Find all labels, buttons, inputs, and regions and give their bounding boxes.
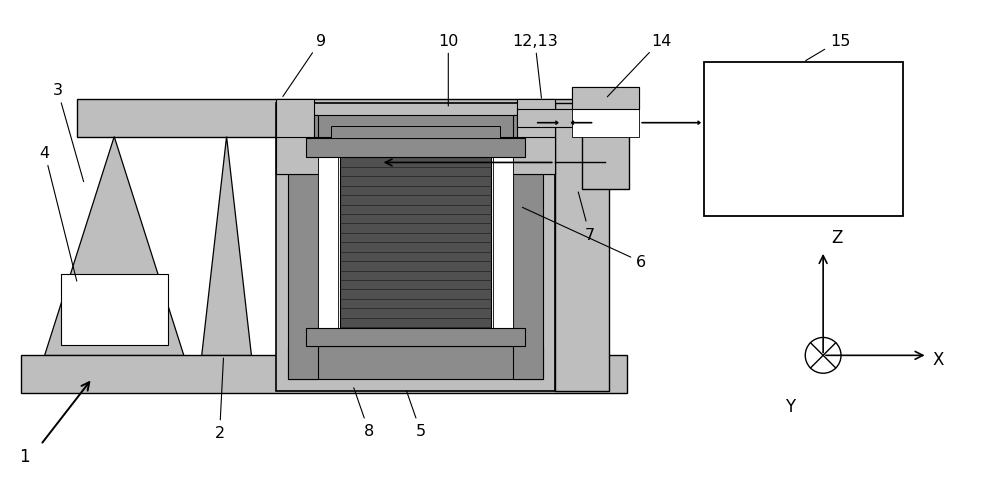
- FancyBboxPatch shape: [340, 153, 491, 342]
- Text: 1: 1: [19, 447, 30, 465]
- FancyBboxPatch shape: [306, 138, 525, 158]
- FancyBboxPatch shape: [318, 148, 338, 347]
- Text: 9: 9: [283, 33, 326, 97]
- Text: 4: 4: [40, 146, 77, 282]
- Text: 8: 8: [354, 388, 374, 439]
- FancyBboxPatch shape: [288, 347, 543, 379]
- FancyBboxPatch shape: [288, 116, 318, 379]
- Text: 7: 7: [578, 193, 595, 242]
- FancyBboxPatch shape: [555, 104, 609, 392]
- FancyBboxPatch shape: [276, 100, 314, 175]
- Text: X: X: [933, 350, 944, 368]
- Text: Z: Z: [831, 228, 842, 246]
- FancyBboxPatch shape: [572, 88, 639, 109]
- Text: 14: 14: [607, 33, 671, 98]
- Text: 15: 15: [806, 33, 850, 61]
- Text: 3: 3: [53, 83, 84, 182]
- FancyBboxPatch shape: [513, 116, 543, 379]
- Text: 2: 2: [215, 358, 225, 440]
- FancyBboxPatch shape: [493, 148, 513, 347]
- FancyBboxPatch shape: [61, 274, 168, 346]
- FancyBboxPatch shape: [306, 329, 525, 347]
- Text: 10: 10: [438, 33, 458, 107]
- FancyBboxPatch shape: [77, 100, 609, 137]
- FancyBboxPatch shape: [704, 63, 903, 217]
- FancyBboxPatch shape: [572, 109, 639, 137]
- FancyBboxPatch shape: [331, 126, 500, 138]
- Text: Y: Y: [785, 397, 795, 415]
- FancyBboxPatch shape: [582, 101, 629, 190]
- Text: 12,13: 12,13: [512, 33, 558, 99]
- FancyBboxPatch shape: [517, 109, 582, 127]
- FancyBboxPatch shape: [288, 116, 543, 148]
- Text: 6: 6: [522, 208, 646, 270]
- Polygon shape: [45, 137, 184, 356]
- FancyBboxPatch shape: [517, 100, 555, 175]
- FancyBboxPatch shape: [572, 88, 639, 109]
- Text: 5: 5: [406, 391, 426, 439]
- FancyBboxPatch shape: [276, 104, 555, 392]
- FancyBboxPatch shape: [318, 148, 513, 347]
- FancyBboxPatch shape: [21, 356, 627, 393]
- FancyBboxPatch shape: [276, 137, 555, 175]
- Polygon shape: [202, 137, 251, 356]
